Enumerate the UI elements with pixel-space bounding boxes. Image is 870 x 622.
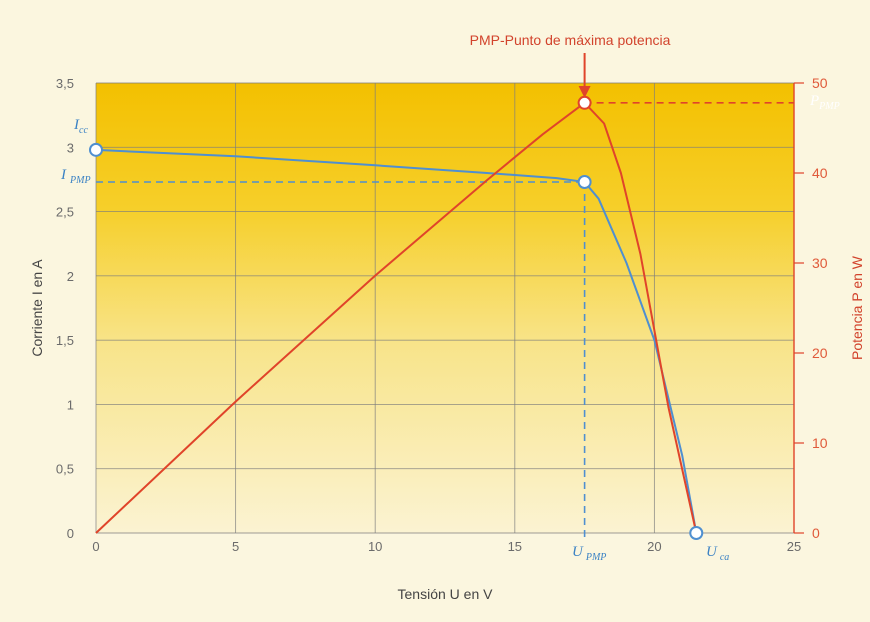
tick-labels: 0 5 10 15 20 25 0 0,5 1 1,5 2 2,5 3 3,5 0 10 20 30 40 50 (56, 75, 828, 554)
y-right-tick-label: 10 (812, 435, 828, 451)
umpp-label: U PMP (572, 544, 606, 563)
y-right-axis-title: Potencia P en W (849, 255, 865, 360)
reference-lines (96, 102, 794, 538)
y-right-tick-label: 50 (812, 75, 828, 91)
y-left-tick-label: 1 (67, 397, 74, 412)
x-tick-label: 20 (647, 539, 661, 554)
x-tick-label: 5 (232, 539, 239, 554)
x-tick-label: 10 (368, 539, 382, 554)
pmpp-label: PPMP (809, 93, 840, 112)
isc-marker (89, 142, 103, 157)
pmp-arrow-head (578, 86, 591, 98)
grid (95, 82, 795, 534)
y-left-tick-label: 0,5 (56, 462, 74, 477)
y-left-tick-label: 3 (67, 140, 74, 155)
impp-label: I PMP (60, 167, 91, 186)
isc-label: Icc (73, 117, 88, 136)
pmp-annotation-label: PMP-Punto de máxima potencia (470, 32, 671, 48)
x-axis-title: Tensión U en V (398, 586, 494, 602)
x-tick-label: 0 (92, 539, 99, 554)
y-left-tick-label: 2,5 (56, 205, 74, 220)
y-left-axis-title: Corriente I en A (29, 259, 45, 357)
y-left-tick-label: 3,5 (56, 76, 74, 91)
y-right-tick-label: 30 (812, 255, 828, 271)
y-right-tick-label: 0 (812, 525, 820, 541)
y-right-tick-label: 20 (812, 345, 828, 361)
point-markers (89, 53, 704, 540)
x-tick-label: 15 (508, 539, 522, 554)
pmpp-marker (577, 95, 592, 110)
y-right-tick-label: 40 (812, 165, 828, 181)
plot-background (96, 83, 794, 533)
uoc-marker (689, 526, 704, 540)
x-tick-label: 25 (787, 539, 801, 554)
y-left-tick-label: 2 (67, 269, 74, 284)
impp-marker (577, 175, 592, 189)
y-left-tick-label: 1,5 (56, 333, 74, 348)
y-left-tick-label: 0 (67, 526, 74, 541)
